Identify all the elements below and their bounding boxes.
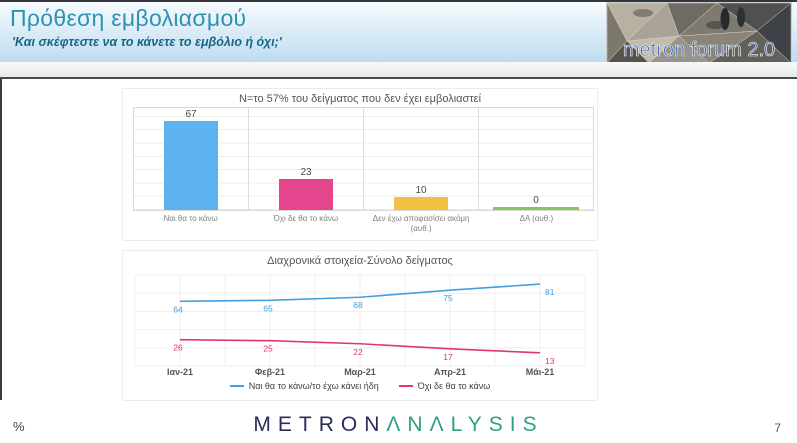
percent-label: % <box>13 419 25 434</box>
line-chart-legend: Ναι θα το κάνω/το έχω κάνει ήδη Όχι δε θα… <box>123 381 597 391</box>
x-tick-label: Απρ-21 <box>434 367 466 377</box>
slide-footer: % METRONΛNΛLYSIS 7 <box>0 403 797 443</box>
x-tick-label: Φεβ-21 <box>255 367 285 377</box>
logo-metron: METRON <box>253 413 387 436</box>
point-label: 75 <box>443 293 453 303</box>
left-border <box>0 79 2 400</box>
metron-forum-logo: metron forum 2.0 <box>606 2 792 64</box>
line-chart-svg: 64 65 68 75 81 26 25 22 17 13 Ιαν-21 Φεβ-21 Μαρ-21 Απ… <box>134 274 586 377</box>
person-silhouette <box>737 7 745 27</box>
bar-value-label: 0 <box>533 195 539 206</box>
bar <box>163 120 219 210</box>
legend-item: Όχι δε θα το κάνω <box>398 381 491 391</box>
point-label: 17 <box>443 352 453 362</box>
page-number: 7 <box>774 421 781 435</box>
category-label: Δεν έχω αποφασίσει ακόμη (αυθ.) <box>372 214 470 234</box>
bar-value-label: 10 <box>415 184 427 196</box>
bar <box>278 179 334 210</box>
point-label: 68 <box>353 300 363 310</box>
category-label: Όχι δε θα το κάνω <box>273 214 339 223</box>
legend-label: Ναι θα το κάνω/το έχω κάνει ήδη <box>248 381 379 391</box>
bar-column: 0 <box>479 108 593 210</box>
page-subtitle: 'Και σκέφτεστε να το κάνετε το εμβόλιο ή… <box>12 35 282 49</box>
logo-text: metron forum 2.0 <box>623 39 775 61</box>
bar-chart-title: N=το 57% του δείγματος που δεν έχει εμβο… <box>238 93 482 105</box>
legend-dash <box>398 385 413 387</box>
line-series <box>179 338 541 354</box>
point-label: 25 <box>263 344 273 354</box>
bar-chart-panel: N=το 57% του δείγματος που δεν έχει εμβο… <box>122 88 598 241</box>
x-tick-label: Μάι-21 <box>526 367 555 377</box>
line-chart-title: Διαχρονικά στοιχεία-Σύνολο δείγματος <box>267 255 453 267</box>
line-series <box>179 283 541 303</box>
x-tick-label: Ιαν-21 <box>167 367 193 377</box>
category-label: ΔΑ (αυθ.) <box>519 214 554 223</box>
point-label: 13 <box>545 356 555 366</box>
bar-chart-plot: 67 23 10 0 <box>133 107 594 211</box>
header-divider <box>0 62 797 79</box>
legend-item: Ναι θα το κάνω/το έχω κάνει ήδη <box>229 381 379 391</box>
point-label: 22 <box>353 347 363 357</box>
bar-chart-categories: Ναι θα το κάνω Όχι δε θα το κάνω Δεν έχω α… <box>133 211 594 235</box>
logo-photo: metron forum 2.0 <box>607 3 791 63</box>
bar-column: 23 <box>249 108 364 210</box>
x-tick-label: Μαρ-21 <box>344 367 376 377</box>
point-label: 65 <box>263 303 273 313</box>
bar <box>393 196 449 210</box>
bar-value-label: 23 <box>300 167 312 179</box>
bar-column: 10 <box>364 108 479 210</box>
point-label: 81 <box>545 287 555 297</box>
top-border <box>0 0 797 2</box>
logo-analysis: ΛNΛLYSIS <box>386 413 544 436</box>
legend-label: Όχι δε θα το κάνω <box>417 381 491 391</box>
category-label: Ναι θα το κάνω <box>163 214 218 223</box>
bar <box>493 207 579 210</box>
metron-analysis-logo: METRONΛNΛLYSIS <box>0 413 797 437</box>
page-title: Πρόθεση εμβολιασμού <box>10 5 247 31</box>
legend-dash <box>229 385 244 387</box>
point-label: 64 <box>173 304 183 314</box>
line-chart-panel: Διαχρονικά στοιχεία-Σύνολο δείγματος 64 6… <box>122 250 598 401</box>
bar-value-label: 67 <box>185 108 197 120</box>
point-label: 26 <box>173 343 183 353</box>
bar-column: 67 <box>134 108 249 210</box>
slide-header: Πρόθεση εμβολιασμού 'Και σκέφτεστε να το… <box>0 2 797 64</box>
